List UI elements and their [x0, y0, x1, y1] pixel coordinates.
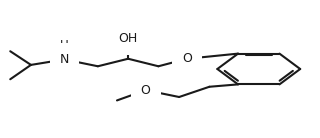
Text: H: H: [60, 39, 69, 52]
Text: OH: OH: [118, 32, 138, 45]
Text: O: O: [141, 84, 151, 97]
Text: N: N: [60, 53, 69, 66]
Text: O: O: [182, 52, 192, 65]
